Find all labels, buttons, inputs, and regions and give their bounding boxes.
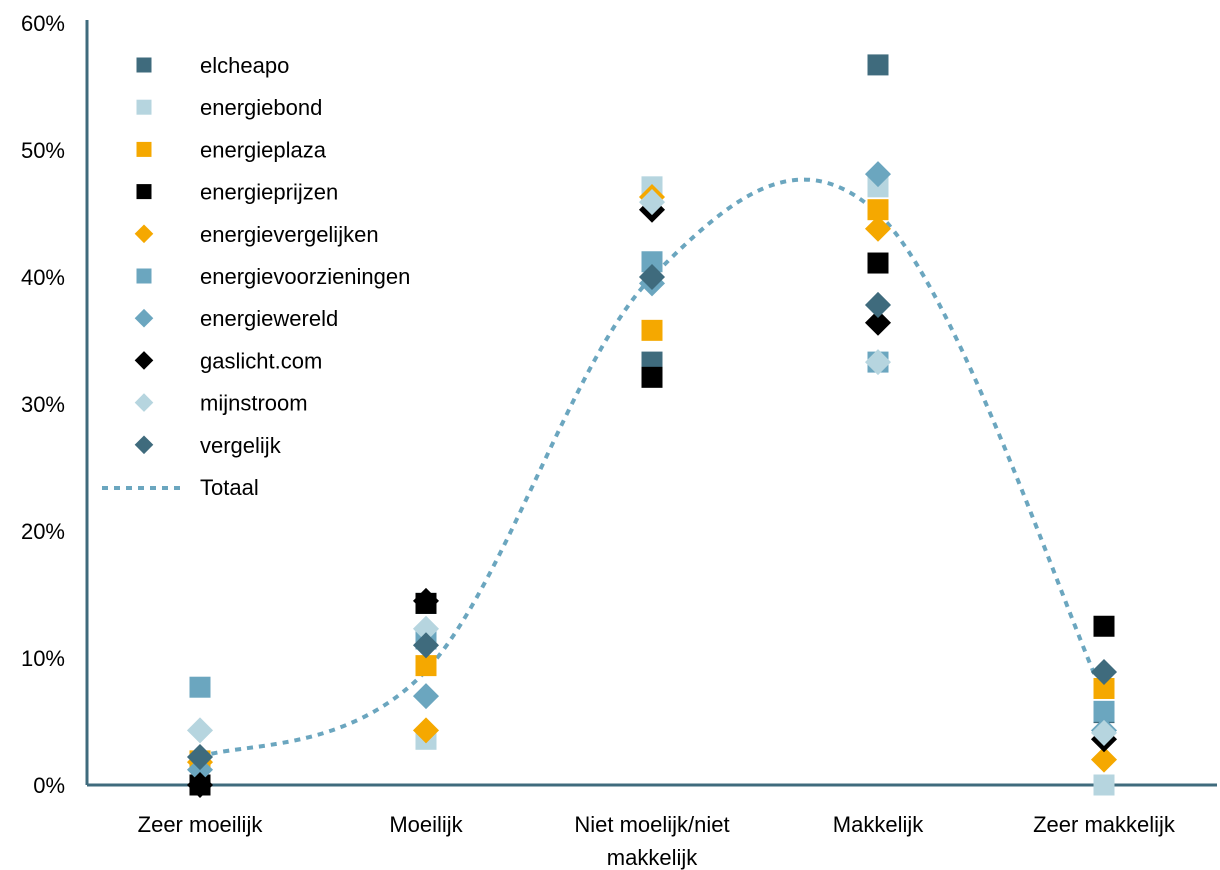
legend-label: energieplaza [200, 137, 327, 162]
legend-label: energievoorzieningen [200, 264, 410, 289]
legend-marker [134, 351, 154, 370]
data-point-energiewereld [412, 683, 440, 710]
legend-marker [136, 141, 152, 157]
data-point-energievoorzieningen [641, 251, 663, 273]
data-point-energiebond [1093, 774, 1115, 796]
legend-label: energiebond [200, 95, 322, 120]
legend-label: vergelijk [200, 433, 282, 458]
data-point-vergelijk [1090, 658, 1118, 685]
y-tick-label: 0% [33, 773, 65, 798]
legend-label: energieprijzen [200, 180, 338, 205]
data-point-energieplaza [415, 655, 437, 677]
data-point-energieplaza [1093, 677, 1115, 699]
legend-marker [136, 99, 152, 115]
legend-label: energievergelijken [200, 222, 379, 247]
data-point-energievergelijken [412, 717, 440, 744]
y-tick-label: 40% [21, 265, 65, 290]
legend-label: mijnstroom [200, 391, 308, 416]
data-point-energieprijzen [1093, 615, 1115, 637]
legend-marker [134, 393, 154, 412]
data-point-vergelijk [638, 263, 666, 291]
legend-marker [134, 308, 154, 328]
data-point-elcheapo [867, 54, 889, 76]
data-point-energievergelijken [1090, 746, 1118, 773]
tick-labels: 0% 10% 20% 30% 40% 50% 60% Zeer moeilijk Moeilij… [21, 11, 1176, 870]
legend-marker [136, 57, 152, 73]
axes [85, 20, 1217, 787]
data-point-gaslicht-com [186, 771, 214, 799]
data-point-energieplaza [867, 199, 889, 221]
data-point-mijnstroom [638, 189, 666, 216]
data-point-mijnstroom [186, 717, 214, 744]
y-tick-label: 10% [21, 646, 65, 671]
y-tick-label: 30% [21, 392, 65, 417]
x-tick-label: Zeer moeilijk [138, 812, 264, 837]
data-points [186, 54, 1118, 799]
data-point-gaslicht-com [864, 309, 892, 336]
legend: elcheapo energiebond energieplaza energiepr… [102, 53, 410, 500]
data-point-gaslicht-com [412, 587, 440, 614]
data-point-mijnstroom [864, 349, 892, 376]
legend-label: Totaal [200, 475, 259, 500]
x-tick-label: Makkelijk [833, 812, 924, 837]
legend-marker [136, 184, 152, 200]
y-tick-label: 60% [21, 11, 65, 36]
legend-marker [134, 224, 154, 244]
data-point-vergelijk [412, 632, 440, 659]
data-point-mijnstroom [1090, 719, 1118, 746]
data-point-vergelijk [864, 291, 892, 318]
data-point-energievoorzieningen [189, 676, 211, 698]
y-tick-label: 20% [21, 519, 65, 544]
legend-label: gaslicht.com [200, 348, 322, 373]
x-tick-label: Zeer makkelijk [1033, 812, 1176, 837]
legend-label: elcheapo [200, 53, 289, 78]
y-tick-label: 50% [21, 138, 65, 163]
data-point-energieprijzen [641, 366, 663, 388]
data-point-energiewereld [864, 161, 892, 188]
data-point-energieprijzen [867, 252, 889, 274]
data-point-vergelijk [186, 744, 214, 771]
data-point-energievoorzieningen [1093, 700, 1115, 722]
data-point-mijnstroom [412, 615, 440, 642]
x-tick-label: Niet moelijk/niet makkelijk [574, 812, 729, 870]
legend-marker [134, 435, 154, 455]
legend-label: energiewereld [200, 306, 338, 331]
legend-marker [136, 268, 152, 284]
x-tick-label: Moeilijk [389, 812, 463, 837]
data-point-energieplaza [641, 319, 663, 341]
data-point-energievergelijken [864, 215, 892, 242]
